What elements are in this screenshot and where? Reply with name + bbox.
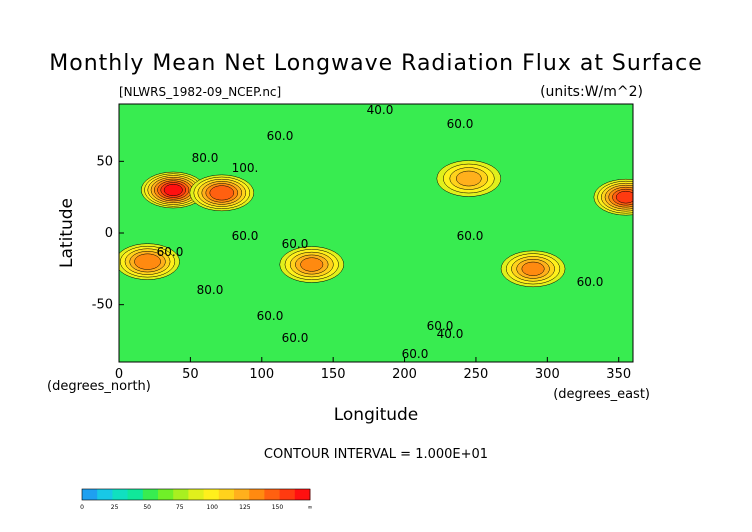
contour-label: 60.0 [282,237,309,251]
colorbar-tick-label: 125 [239,504,251,511]
colorbar-swatch [264,489,280,500]
contour-label: 60.0 [577,275,604,289]
colorbar-swatch [112,489,128,500]
plot-area [118,103,634,363]
x-tick-label: 300 [535,367,560,382]
colorbar-tick-label: 150 [272,504,284,511]
colorbar-tick-label: 75 [176,504,184,511]
contour-label: 60.0 [402,347,429,361]
field-region-north-america [456,170,482,187]
colorbar-swatch [127,489,144,500]
x-tick-label: 150 [321,367,346,382]
y-axis-label: Latitude [57,198,77,268]
x-axis-label: Longitude [334,405,419,425]
colorbar-swatch [142,489,159,500]
plot-background [119,104,633,362]
y-tick-label: 50 [96,154,113,169]
field-layer [119,160,633,288]
field-region-australia [300,257,324,272]
colorbar-swatch [294,489,311,500]
contour-label: 40.0 [367,103,394,117]
colorbar-tick-label: 50 [143,504,151,511]
x-tick-label: 350 [606,367,631,382]
x-axis: 0 50 100 150 200 250 300 350 [115,357,631,382]
colorbar-swatch [218,489,235,500]
colorbar: 0 25 50 75 100 125 150 ∞ [80,488,313,511]
y-tick-label: 0 [105,226,113,241]
colorbar-swatch [97,489,113,500]
contour-label: 60.0 [282,331,309,345]
colorbar-tick-label: ∞ [308,504,313,511]
x-tick-label: 100 [249,367,274,382]
contour-label: 60.0 [157,245,184,259]
field-region-middle-east-east [615,190,633,204]
x-tick-label: 50 [182,367,199,382]
colorbar-tick-label: 0 [80,504,84,511]
y-axis: 50 0 -50 [92,154,124,313]
colorbar-tick-label: 100 [207,504,219,511]
colorbar-swatch [203,489,220,500]
file-label: [NLWRS_1982-09_NCEP.nc] [119,85,281,99]
contour-label: 60.0 [427,319,454,333]
colorbar-frame [81,488,311,501]
colorbar-swatch [188,489,204,500]
x-tick-label: 200 [392,367,417,382]
colorbar-swatch [234,489,250,500]
colorbar-tick-label: 25 [111,504,119,511]
x-unit-label: (degrees_east) [553,387,650,402]
contour-label: 80.0 [197,283,224,297]
x-tick-label: 0 [115,367,123,382]
contour-interval-text: CONTOUR INTERVAL = 1.000E+01 [264,447,488,462]
contour-label: 40.0 [437,327,464,341]
colorbar-swatch [82,489,98,500]
contour-label: 60.0 [457,229,484,243]
y-tick-label: -50 [92,298,113,313]
contour-label: 60.0 [257,309,284,323]
chart-title: Monthly Mean Net Longwave Radiation Flux… [49,51,703,76]
contour-labels: 40.060.060.080.0100.60.060.080.060.060.0… [157,103,604,361]
field-region-sahara-east [209,185,235,201]
field-region-siberia-high [163,184,183,196]
units-label: (units:W/m^2) [540,84,643,100]
contour-label: 100. [232,161,259,175]
field-region-south-africa [134,253,161,270]
contour-label: 80.0 [192,151,219,165]
colorbar-swatch [173,489,189,500]
contour-label: 60.0 [267,129,294,143]
colorbar-swatch [158,489,174,500]
colorbar-swatch [249,489,265,500]
y-unit-label: (degrees_north) [47,379,151,394]
x-tick-label: 250 [464,367,489,382]
field-region-south-america [521,261,545,276]
contour-label: 60.0 [447,117,474,131]
contour-label: 60.0 [232,229,259,243]
colorbar-swatch [279,489,296,500]
